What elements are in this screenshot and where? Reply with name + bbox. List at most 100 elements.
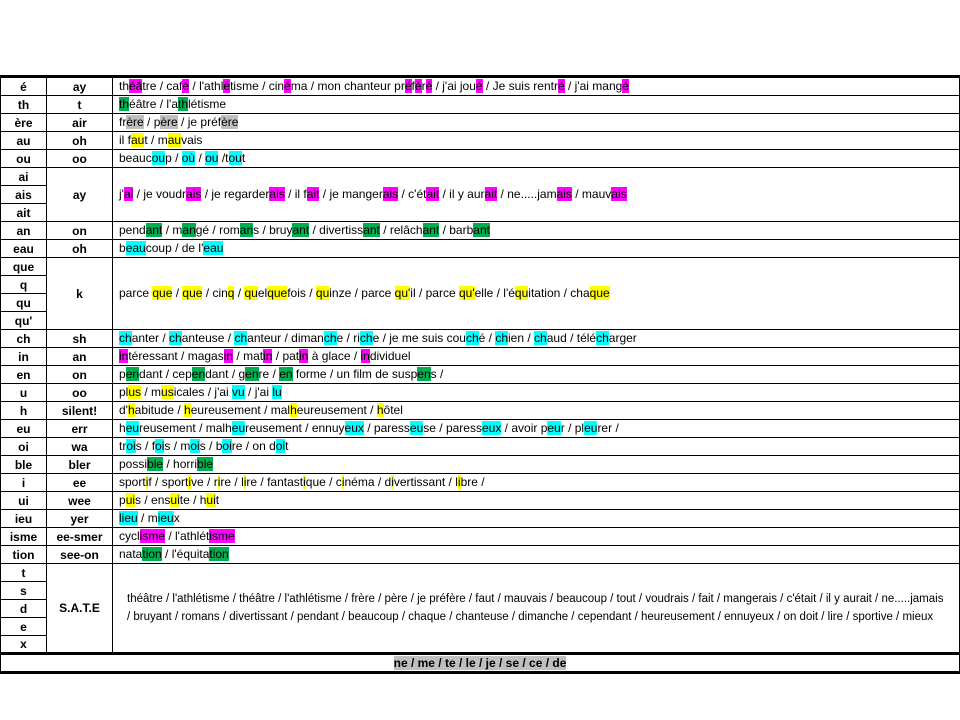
table-row: isme ee-smer cyclisme / l'athlétisme xyxy=(0,527,960,546)
pattern-cell: d xyxy=(0,599,47,618)
table-row: t S.A.T.E théâtre / l'athlétisme / théât… xyxy=(0,563,960,654)
table-row: oi wa trois / fois / mois / boire / on d… xyxy=(0,437,960,456)
table-row: i ee sportif / sportive / rire / lire / … xyxy=(0,473,960,492)
examples-cell: sportif / sportive / rire / lire / fanta… xyxy=(112,473,960,492)
examples-cell: d'habitude / heureusement / malheureusem… xyxy=(112,401,960,420)
pattern-cell: oi xyxy=(0,437,47,456)
table-row: ch sh chanter / chanteuse / chanteur / d… xyxy=(0,329,960,348)
footer-row: ne / me / te / le / je / se / ce / de xyxy=(0,652,960,674)
pattern-cell: ch xyxy=(0,329,47,348)
table-row: ai ay j'ai / je voudrais / je regarderai… xyxy=(0,167,960,222)
pattern-cell: u xyxy=(0,383,47,402)
examples-cell: lieu / mieux xyxy=(112,509,960,528)
sound-cell: ee-smer xyxy=(46,527,113,546)
examples-cell: natation / l'équitation xyxy=(112,545,960,564)
pattern-cell: th xyxy=(0,95,47,114)
pattern-cell: ble xyxy=(0,455,47,474)
examples-cell: beaucoup / de l'eau xyxy=(112,239,960,258)
sound-cell: wa xyxy=(46,437,113,456)
table-row: en on pendant / cependant / genre / en f… xyxy=(0,365,960,384)
examples-cell: beaucoup / où / ou /tout xyxy=(112,149,960,168)
slide-page: é ay théâtre / café / l'athlétisme / cin… xyxy=(0,75,960,674)
examples-cell: chanter / chanteuse / chanteur / dimanch… xyxy=(112,329,960,348)
sound-cell: oo xyxy=(46,149,113,168)
table-row: ui wee puis / ensuite / huit xyxy=(0,491,960,510)
pattern-cell: eu xyxy=(0,419,47,438)
sound-cell: air xyxy=(46,113,113,132)
sound-cell: an xyxy=(46,347,113,366)
pattern-cell: ieu xyxy=(0,509,47,528)
table-row: eu err heureusement / malheureusement / … xyxy=(0,419,960,438)
pronunciation-table: é ay théâtre / café / l'athlétisme / cin… xyxy=(0,75,960,674)
sound-cell: on xyxy=(46,221,113,240)
pattern-cell: ais xyxy=(0,185,47,204)
examples-cell: heureusement / malheureusement / ennuyeu… xyxy=(112,419,960,438)
sound-cell: yer xyxy=(46,509,113,528)
pattern-cell: qu xyxy=(0,293,47,312)
sound-cell: oh xyxy=(46,239,113,258)
pattern-cell: i xyxy=(0,473,47,492)
table-row: eau oh beaucoup / de l'eau xyxy=(0,239,960,258)
examples-cell: théâtre / l'athlétisme / théâtre / l'ath… xyxy=(112,563,960,654)
sound-cell: see-on xyxy=(46,545,113,564)
sound-cell: ee xyxy=(46,473,113,492)
examples-cell: intéressant / magasin / matin / patin à … xyxy=(112,347,960,366)
pattern-cell: é xyxy=(0,76,47,96)
examples-cell: parce que / que / cinq / quelquefois / q… xyxy=(112,257,960,330)
sound-cell: silent! xyxy=(46,401,113,420)
pattern-cell: s xyxy=(0,581,47,600)
sound-cell: k xyxy=(46,257,113,330)
examples-cell: cyclisme / l'athlétisme xyxy=(112,527,960,546)
pattern-cell: qu' xyxy=(0,311,47,330)
examples-cell: frère / père / je préfère xyxy=(112,113,960,132)
pattern-cell: en xyxy=(0,365,47,384)
sound-cell: err xyxy=(46,419,113,438)
table-row: que k parce que / que / cinq / quelquefo… xyxy=(0,257,960,330)
pattern-cell: in xyxy=(0,347,47,366)
sound-cell: ay xyxy=(46,167,113,222)
pattern-cell: eau xyxy=(0,239,47,258)
pattern-cell: isme xyxy=(0,527,47,546)
pattern-cell: que xyxy=(0,257,47,276)
sound-cell: bler xyxy=(46,455,113,474)
pattern-cell: tion xyxy=(0,545,47,564)
table-row: h silent! d'habitude / heureusement / ma… xyxy=(0,401,960,420)
examples-cell: puis / ensuite / huit xyxy=(112,491,960,510)
examples-cell: j'ai / je voudrais / je regarderais / il… xyxy=(112,167,960,222)
examples-cell: théâtre / café / l'athlétisme / cinéma /… xyxy=(112,76,960,96)
sound-cell: sh xyxy=(46,329,113,348)
table-row: ou oo beaucoup / où / ou /tout xyxy=(0,149,960,168)
examples-cell: pendant / mangé / romans / bruyant / div… xyxy=(112,221,960,240)
table-row: u oo plus / musicales / j'ai vu / j'ai l… xyxy=(0,383,960,402)
examples-cell: trois / fois / mois / boire / on doit xyxy=(112,437,960,456)
sound-cell: oo xyxy=(46,383,113,402)
pattern-cell: x xyxy=(0,635,47,654)
table-row: an on pendant / mangé / romans / bruyant… xyxy=(0,221,960,240)
pattern-cell: t xyxy=(0,563,47,582)
examples-cell: pendant / cependant / genre / en forme /… xyxy=(112,365,960,384)
examples-cell: possible / horrible xyxy=(112,455,960,474)
pattern-cell: ère xyxy=(0,113,47,132)
examples-cell: théâtre / l'athlétisme xyxy=(112,95,960,114)
footer-cell: ne / me / te / le / je / se / ce / de xyxy=(0,652,960,674)
sound-cell: on xyxy=(46,365,113,384)
sound-cell: t xyxy=(46,95,113,114)
table-row: é ay théâtre / café / l'athlétisme / cin… xyxy=(0,76,960,96)
table-row: tion see-on natation / l'équitation xyxy=(0,545,960,564)
examples-cell: plus / musicales / j'ai vu / j'ai lu xyxy=(112,383,960,402)
table-row: ble bler possible / horrible xyxy=(0,455,960,474)
sound-cell: oh xyxy=(46,131,113,150)
pattern-cell: ui xyxy=(0,491,47,510)
pattern-cell: an xyxy=(0,221,47,240)
pattern-cell: q xyxy=(0,275,47,294)
table-row: au oh il faut / mauvais xyxy=(0,131,960,150)
table-row: ieu yer lieu / mieux xyxy=(0,509,960,528)
sound-cell: wee xyxy=(46,491,113,510)
sound-cell: S.A.T.E xyxy=(46,563,113,654)
pattern-cell: h xyxy=(0,401,47,420)
sound-cell: ay xyxy=(46,76,113,96)
table-row: ère air frère / père / je préfère xyxy=(0,113,960,132)
pattern-cell: ait xyxy=(0,203,47,222)
examples-cell: il faut / mauvais xyxy=(112,131,960,150)
pattern-cell: e xyxy=(0,617,47,636)
